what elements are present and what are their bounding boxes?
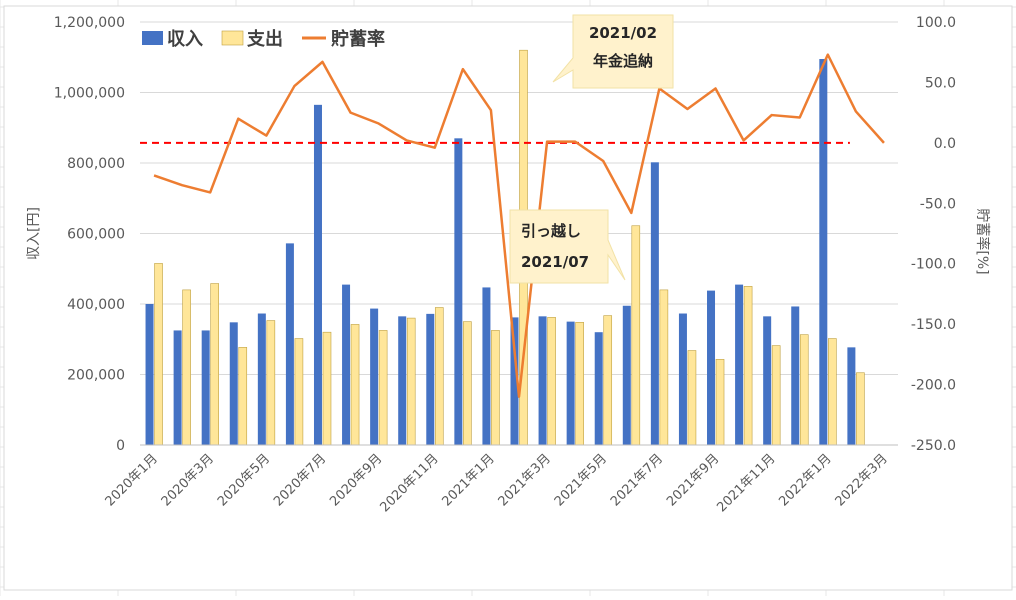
right-axis-tick-label: -250.0: [911, 438, 956, 454]
right-axis-tick-label: 0.0: [934, 136, 956, 152]
expense-bar: [715, 359, 725, 446]
left-axis-tick-label: 0: [116, 438, 125, 454]
expense-bar: [659, 289, 669, 446]
income-bar: [426, 313, 435, 445]
expense-bar: [322, 331, 332, 446]
expense-bar: [631, 225, 641, 446]
right-axis-tick-label: -50.0: [920, 196, 956, 212]
chart-area: [3, 5, 1013, 591]
expense-bar: [266, 320, 276, 446]
right-axis-tick-label: -200.0: [911, 378, 956, 394]
left-axis-tick-label: 800,000: [67, 156, 125, 172]
savings-rate-line: [153, 53, 885, 398]
income-bar: [398, 316, 407, 445]
expense-bar: [799, 334, 809, 446]
income-bar: [622, 305, 631, 445]
left-axis-title: 収入[円]: [26, 207, 42, 260]
income-bar: [370, 308, 379, 445]
right-axis-title: 貯蓄率[%]: [974, 208, 991, 274]
callout-pension-line1: 2021/02: [589, 24, 657, 42]
income-bar: [763, 316, 772, 445]
left-axis-tick-label: 200,000: [67, 368, 125, 384]
right-axis-tick-label: 100.0: [916, 15, 956, 31]
expense-bar: [743, 286, 753, 446]
callout-pension-line2: 年金追納: [593, 52, 653, 70]
income-bar: [538, 316, 547, 445]
left-axis-tick-label: 1,000,000: [54, 86, 125, 102]
income-bar: [201, 330, 210, 445]
expense-bar: [856, 372, 865, 446]
expense-bar: [238, 347, 248, 446]
income-bar: [454, 138, 463, 445]
income-bar: [707, 290, 716, 445]
income-bar: [594, 332, 603, 445]
left-axis-tick-label: 600,000: [67, 227, 125, 243]
expense-bar: [182, 289, 191, 446]
callout-moving-line1: 引っ越し: [521, 222, 581, 240]
income-bar: [735, 284, 744, 445]
expense-bar: [575, 322, 584, 446]
income-bar: [678, 313, 687, 445]
income-bar: [847, 347, 856, 445]
income-bar: [313, 104, 322, 446]
expense-bar: [294, 338, 304, 446]
expense-bar: [771, 345, 781, 446]
callout-moving-box: [509, 209, 626, 284]
expense-bar: [350, 324, 360, 446]
income-bar: [482, 287, 491, 445]
income-bar: [229, 322, 238, 445]
left-axis-tick-label: 400,000: [67, 297, 125, 313]
income-bar: [791, 306, 800, 445]
income-bar: [510, 317, 519, 445]
callout-pension-box: [552, 14, 674, 89]
expense-bar: [406, 317, 416, 446]
expense-bar: [378, 330, 388, 446]
income-bar: [173, 330, 182, 445]
expense-bar: [603, 315, 613, 446]
expense-bar: [210, 283, 219, 446]
right-axis-tick-label: 50.0: [925, 75, 956, 91]
income-bar: [145, 304, 154, 445]
left-axis-tick-label: 1,200,000: [54, 15, 125, 31]
expense-bar: [828, 338, 837, 446]
expense-bar: [434, 307, 444, 446]
legend-label-expense: 支出: [246, 28, 283, 50]
legend-swatch-income: [142, 31, 163, 45]
right-axis-tick-label: -150.0: [911, 317, 956, 333]
callout-moving-line2: 2021/07: [521, 253, 589, 271]
income-bar: [257, 313, 266, 445]
expense-bar: [154, 263, 163, 446]
income-bar: [342, 284, 351, 445]
expense-bar: [547, 317, 556, 446]
expense-bar: [687, 350, 697, 446]
income-bar: [650, 162, 659, 446]
expense-bar: [463, 321, 472, 446]
right-axis-tick-label: -100.0: [911, 257, 956, 273]
legend-label-income: 収入: [167, 29, 203, 50]
income-bar: [819, 59, 828, 445]
income-bar: [285, 243, 294, 445]
legend-swatch-expense: [221, 30, 244, 46]
income-bar: [566, 321, 575, 445]
legend-label-rate: 貯蓄率: [331, 28, 385, 50]
expense-bar: [491, 330, 500, 446]
